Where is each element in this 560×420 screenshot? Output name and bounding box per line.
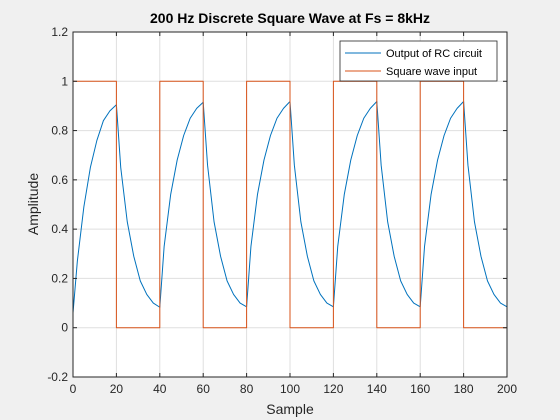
x-tick-label: 140 — [367, 382, 387, 396]
series-lines — [72, 80, 508, 329]
y-tick-label: 0.6 — [51, 173, 68, 187]
legend-box — [339, 40, 498, 82]
x-tick-label: 100 — [280, 382, 300, 396]
x-tick-label: 60 — [197, 382, 211, 396]
x-tick-label: 40 — [153, 382, 167, 396]
x-axis-ticks: 0 20 40 60 80 100 120 140 160 180 200 — [70, 32, 517, 396]
x-tick-label: 120 — [323, 382, 343, 396]
x-tick-label: 160 — [410, 382, 430, 396]
legend-label-rc-output: Output of RC circuit — [386, 48, 482, 60]
x-tick-label: 180 — [454, 382, 474, 396]
x-tick-label: 20 — [110, 382, 124, 396]
series-square-input-line — [73, 80, 507, 329]
x-tick-label: 0 — [70, 382, 77, 396]
y-tick-label: 0.4 — [51, 222, 68, 236]
y-tick-label: 0.8 — [51, 124, 68, 138]
y-tick-label: 1.2 — [51, 25, 68, 39]
y-tick-label: 1 — [61, 74, 68, 88]
y-axis-ticks: -0.2 0 0.2 0.4 0.6 0.8 1 1.2 — [47, 25, 507, 384]
y-axis-label: Amplitude — [25, 173, 41, 235]
legend[interactable]: Output of RC circuit Square wave input — [339, 40, 498, 82]
legend-label-square-input: Square wave input — [386, 66, 477, 78]
y-tick-label: 0 — [61, 321, 68, 335]
y-tick-label: -0.2 — [47, 370, 68, 384]
x-tick-label: 200 — [497, 382, 517, 396]
x-axis-label: Sample — [266, 401, 314, 417]
y-tick-label: 0.2 — [51, 271, 68, 285]
x-tick-label: 80 — [240, 382, 254, 396]
chart-title: 200 Hz Discrete Square Wave at Fs = 8kHz — [150, 10, 430, 26]
